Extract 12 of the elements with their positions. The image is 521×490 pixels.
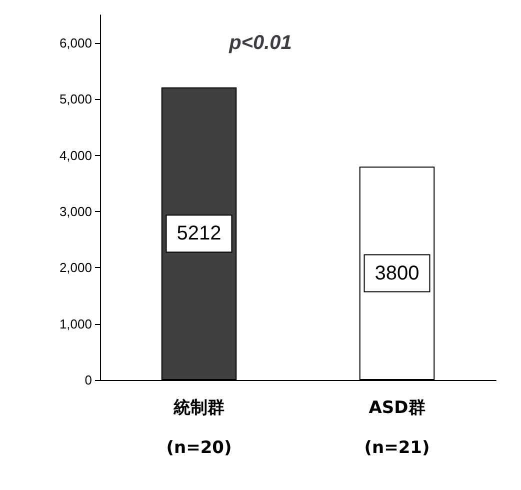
x-tick-label: 統制群 (n=20) [166,398,232,458]
data-label: 3800 [374,262,420,284]
y-tick-label: 6,000 [59,36,92,51]
y-tick-label: 2,000 [59,260,92,276]
y-tick-label: 1,000 [59,316,92,332]
x-tick-label: ASD群 (n=21) [364,398,430,458]
annotation: p<0.01 [228,32,292,54]
data-label: 5212 [176,222,222,245]
y-tick-label: 5,000 [59,92,92,107]
y-tick-label: 0 [84,372,92,388]
y-tick-label: 4,000 [59,148,92,163]
y-tick-label: 3,000 [59,204,92,220]
